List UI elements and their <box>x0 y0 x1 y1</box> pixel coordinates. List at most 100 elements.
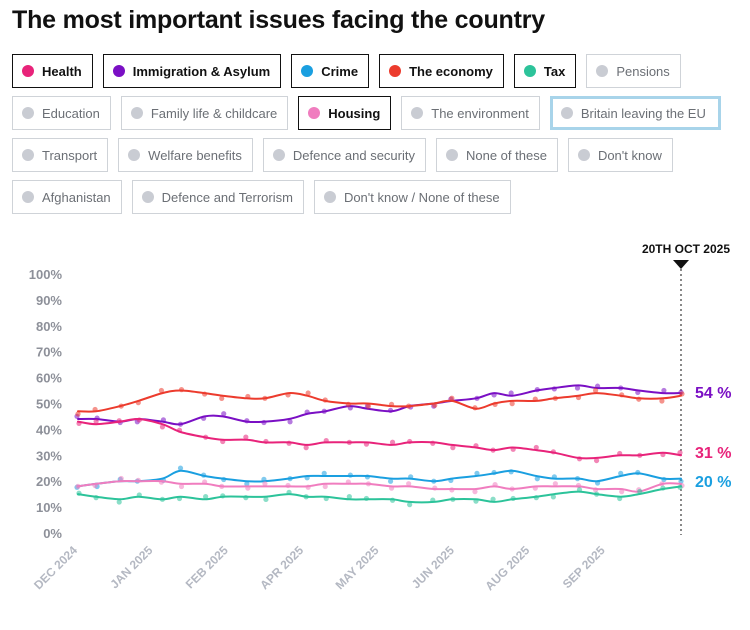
filter-chip-welfare-benefits[interactable]: Welfare benefits <box>118 138 253 172</box>
x-tick-label: AUG 2025 <box>482 543 532 593</box>
y-tick-label: 0% <box>43 526 62 541</box>
filter-chip-the-environment[interactable]: The environment <box>401 96 540 130</box>
y-tick-label: 60% <box>36 371 62 386</box>
data-point-housing <box>322 483 328 490</box>
y-tick-label: 90% <box>36 293 62 308</box>
legend-dot-icon <box>523 65 536 77</box>
data-point-the-economy <box>305 390 311 396</box>
data-point-the-economy <box>449 395 455 401</box>
filter-chip-label: None of these <box>465 147 547 163</box>
filter-chip-label: Afghanistan <box>42 189 111 205</box>
filter-chip-label: Welfare benefits <box>148 147 242 163</box>
filter-chip-tax[interactable]: Tax <box>513 54 577 88</box>
filter-chip-housing[interactable]: Housing <box>298 96 392 130</box>
y-tick-label: 70% <box>36 345 62 360</box>
legend-dot-icon <box>22 149 34 161</box>
series-line-crime <box>77 469 682 488</box>
y-tick-label: 80% <box>36 319 62 334</box>
legend-dot-icon <box>596 65 609 77</box>
y-tick-label: 50% <box>36 397 62 412</box>
x-tick-label: JAN 2025 <box>107 543 155 591</box>
data-point-tax <box>116 499 122 505</box>
x-tick-label: APR 2025 <box>257 543 306 592</box>
filter-chip-label: Defence and Terrorism <box>161 189 293 205</box>
filter-chip-education[interactable]: Education <box>12 96 111 130</box>
filter-chip-label: Tax <box>543 63 566 79</box>
filter-chip-defence-and-security[interactable]: Defence and security <box>262 138 426 172</box>
filter-chip-label: Transport <box>42 147 98 163</box>
data-point-immigration-asylum <box>574 385 581 391</box>
data-point-health <box>450 445 456 451</box>
filter-chip-transport[interactable]: Transport <box>12 138 109 172</box>
data-point-the-economy <box>219 395 225 402</box>
legend-dot-icon <box>560 107 573 119</box>
filter-chip-label: The environment <box>431 105 529 121</box>
page-title: The most important issues facing the cou… <box>12 6 545 34</box>
end-value-label-health: 31 % <box>695 445 731 462</box>
data-point-tax <box>263 496 269 503</box>
filter-chip-crime[interactable]: Crime <box>291 54 370 88</box>
filter-chip-label: Family life & childcare <box>150 105 278 121</box>
data-point-crime <box>177 465 184 471</box>
series-line-the-economy <box>77 389 682 413</box>
x-tick-label: MAY 2025 <box>333 543 382 592</box>
data-point-housing <box>118 475 124 482</box>
data-point-housing <box>406 481 412 487</box>
legend-dot-icon <box>22 107 34 119</box>
data-point-health <box>93 418 99 425</box>
chip-row: Transport Welfare benefits Defence and sec… <box>12 138 742 172</box>
data-point-tax <box>550 494 556 500</box>
y-tick-label: 20% <box>36 474 62 489</box>
data-point-tax <box>346 494 352 500</box>
data-point-health <box>389 439 396 445</box>
data-point-health <box>533 444 539 451</box>
series-line-housing <box>77 480 682 493</box>
data-point-health <box>243 434 249 440</box>
chip-row: Education Family life & childcare Housing T… <box>12 96 742 130</box>
data-point-crime <box>244 481 250 487</box>
filter-chip-pensions[interactable]: Pensions <box>586 54 681 88</box>
data-point-the-economy <box>158 387 165 394</box>
data-point-immigration-asylum <box>661 387 667 394</box>
legend-dot-icon <box>130 107 143 119</box>
data-point-housing <box>262 481 268 487</box>
data-point-housing <box>472 489 478 495</box>
data-point-housing <box>619 489 625 495</box>
x-tick-label: FEB 2025 <box>183 543 231 591</box>
filter-chip-none-of-these[interactable]: None of these <box>435 138 558 172</box>
y-tick-label: 10% <box>36 500 62 515</box>
legend-dot-icon <box>128 149 141 161</box>
filter-chip-defence-and-terrorism[interactable]: Defence and Terrorism <box>131 180 304 214</box>
filter-chip-the-economy[interactable]: The economy <box>379 54 504 88</box>
chip-row: Afghanistan Defence and Terrorism Don't kn… <box>12 180 742 214</box>
issues-line-chart: 0% 10% 20% 30% 40% 50% 60% 70% 80% 90% 100% DEC 202… <box>29 242 732 593</box>
data-point-tax <box>407 502 413 508</box>
y-tick-label: 100% <box>29 267 63 282</box>
filter-chip-health[interactable]: Health <box>12 54 93 88</box>
data-point-health <box>593 457 600 464</box>
data-point-crime <box>678 478 684 484</box>
filter-chip-label: Immigration & Asylum <box>132 63 271 79</box>
x-tick-label: DEC 2024 <box>31 543 80 592</box>
filter-chip-immigration-asylum[interactable]: Immigration & Asylum <box>102 54 282 88</box>
legend-dot-icon <box>389 65 402 77</box>
data-point-immigration-asylum <box>508 390 514 396</box>
series-line-immigration-asylum <box>77 384 682 426</box>
data-point-the-economy <box>659 398 665 404</box>
issue-filter-chips: Health Immigration & Asylum Crime The econo… <box>12 54 742 222</box>
legend-dot-icon <box>411 107 424 119</box>
legend-dot-icon <box>308 107 321 119</box>
filter-chip-family-life-childcare[interactable]: Family life & childcare <box>120 96 289 130</box>
filter-chip-afghanistan[interactable]: Afghanistan <box>12 180 122 214</box>
filter-chip-don-t-know-none-of-these[interactable]: Don't know / None of these <box>313 180 511 214</box>
filter-chip-label: Health <box>42 63 82 79</box>
series-line-health <box>77 417 682 460</box>
data-point-tax <box>203 494 209 500</box>
data-point-immigration-asylum <box>221 411 227 417</box>
data-point-housing <box>178 483 185 490</box>
data-point-the-economy <box>509 401 515 407</box>
legend-dot-icon <box>301 65 314 77</box>
filter-chip-britain-leaving-the-eu[interactable]: Britain leaving the EU <box>549 96 721 130</box>
filter-chip-don-t-know[interactable]: Don't know <box>567 138 673 172</box>
data-point-crime <box>474 470 480 476</box>
